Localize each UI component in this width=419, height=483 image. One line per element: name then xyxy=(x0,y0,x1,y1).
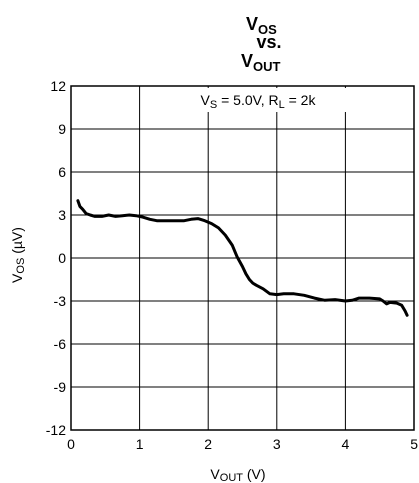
y-tick-label: -6 xyxy=(54,336,67,352)
y-tick-label: -9 xyxy=(54,379,67,395)
x-axis-label-main: V xyxy=(210,466,220,482)
x-axis-label-sub: OUT xyxy=(220,472,244,483)
plot-frame xyxy=(70,85,415,431)
annotation-background xyxy=(170,88,346,112)
x-tick-label: 0 xyxy=(67,436,75,452)
series-line-1 xyxy=(76,199,409,317)
title-line-3-sub: OUT xyxy=(253,59,281,74)
y-axis-label-sub: OS xyxy=(15,258,27,274)
title-line-3-main: V xyxy=(241,51,253,71)
x-axis-ticks: 0 1 2 3 4 5 xyxy=(67,436,418,452)
annotation-sub-1: S xyxy=(210,99,217,111)
annotation-part-2: = 5.0V, R xyxy=(217,92,278,108)
y-tick-label: 6 xyxy=(58,164,66,180)
annotation-part-1: V xyxy=(201,92,211,108)
y-tick-label: 3 xyxy=(58,207,66,223)
title-line-1-main: V xyxy=(246,14,258,34)
grid xyxy=(71,86,414,430)
y-tick-label: 12 xyxy=(50,78,66,94)
series-layer xyxy=(76,199,409,317)
x-tick-label: 3 xyxy=(273,436,281,452)
x-tick-label: 2 xyxy=(204,436,212,452)
x-axis-label-rest: (V) xyxy=(243,466,266,482)
annotation-sub-2: L xyxy=(279,99,285,111)
title-line-2: vs. xyxy=(256,32,281,52)
y-axis-label-main: V xyxy=(9,273,25,283)
title-line-1-sub: OS xyxy=(258,22,277,37)
annotation: VS = 5.0V, RL = 2k xyxy=(170,88,346,112)
title-line-1: VOS xyxy=(246,14,277,37)
x-tick-label: 4 xyxy=(342,436,350,452)
x-axis-label: VOUT (V) xyxy=(210,466,265,483)
annotation-part-3: = 2k xyxy=(285,92,317,108)
annotation-text: VS = 5.0V, RL = 2k xyxy=(201,92,317,111)
title-line-3: VOUT xyxy=(241,51,281,74)
x-tick-label: 5 xyxy=(410,436,418,452)
x-tick-label: 1 xyxy=(136,436,144,452)
y-tick-label: 9 xyxy=(58,121,66,137)
y-axis-ticks: 12 9 6 3 0 -3 -6 -9 -12 xyxy=(46,78,66,438)
y-tick-label: 0 xyxy=(58,250,66,266)
y-tick-label: -12 xyxy=(46,422,66,438)
chart-title: VOS vs. VOUT xyxy=(241,14,282,74)
y-axis-label-rest: (µV) xyxy=(9,227,25,258)
y-tick-label: -3 xyxy=(54,293,67,309)
y-axis-label: VOS (µV) xyxy=(9,227,27,283)
